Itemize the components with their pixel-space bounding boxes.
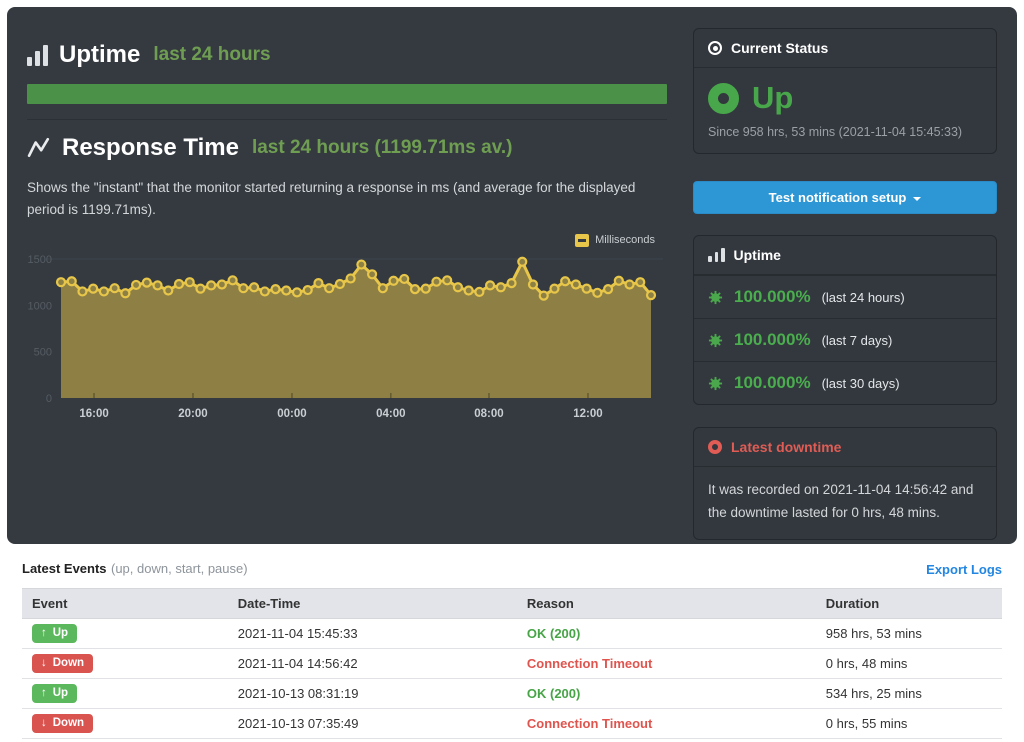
svg-text:1500: 1500	[28, 254, 52, 266]
up-arrow-icon: ↑	[41, 687, 47, 699]
current-status-panel: Current Status Up Since 958 hrs, 53 mins…	[693, 28, 997, 154]
uptime-7d-label: (last 7 days)	[822, 333, 893, 348]
status-badge: ↓ Down	[32, 654, 93, 673]
event-reason: Connection Timeout	[527, 716, 652, 731]
status-badge: ↑ Up	[32, 624, 77, 643]
status-sidebar: Current Status Up Since 958 hrs, 53 mins…	[693, 27, 997, 524]
burst-icon	[708, 376, 723, 391]
svg-text:1000: 1000	[28, 300, 52, 312]
svg-text:04:00: 04:00	[376, 408, 405, 420]
table-row: ↑ Up 2021-11-04 15:45:33 OK (200) 958 hrs…	[22, 619, 1002, 649]
svg-text:00:00: 00:00	[277, 408, 306, 420]
badge-label: Up	[53, 687, 68, 699]
uptime-progress-bar	[27, 84, 667, 104]
svg-text:12:00: 12:00	[573, 408, 602, 420]
event-datetime: 2021-10-13 07:35:49	[228, 709, 517, 739]
current-status-header: Current Status	[694, 29, 996, 68]
current-status-body: Up Since 958 hrs, 53 mins (2021-11-04 15…	[694, 68, 996, 153]
up-arrow-icon: ↑	[41, 627, 47, 639]
status-up-donut-icon	[708, 83, 739, 114]
status-up-text: Up	[752, 80, 793, 116]
column-header-duration[interactable]: Duration	[816, 589, 1002, 619]
column-header-event[interactable]: Event	[22, 589, 228, 619]
down-arrow-icon: ↓	[41, 717, 47, 729]
latest-downtime-panel: Latest downtime It was recorded on 2021-…	[693, 427, 997, 540]
line-chart-icon	[27, 137, 51, 159]
latest-events-section: Latest Events (up, down, start, pause) E…	[0, 544, 1024, 739]
column-header-reason[interactable]: Reason	[517, 589, 816, 619]
event-reason: OK (200)	[527, 686, 580, 701]
latest-downtime-header-label: Latest downtime	[731, 439, 841, 455]
uptime-stats-header: Uptime	[694, 236, 996, 275]
events-table: Event Date-Time Reason Duration ↑ Up 2021…	[22, 588, 1002, 739]
svg-text:20:00: 20:00	[178, 408, 207, 420]
uptime-24h-value: 100.000%	[734, 287, 811, 307]
event-datetime: 2021-11-04 14:56:42	[228, 649, 517, 679]
latest-downtime-text: It was recorded on 2021-11-04 14:56:42 a…	[694, 467, 996, 539]
response-section-title: Response Time last 24 hours (1199.71ms a…	[27, 134, 667, 162]
response-time-description: Shows the "instant" that the monitor sta…	[27, 177, 667, 222]
uptime-stat-row-7d: 100.000% (last 7 days)	[694, 318, 996, 361]
monitor-left-column: Uptime last 24 hours Response Time last …	[27, 27, 667, 524]
latest-events-title: Latest Events	[22, 561, 107, 576]
badge-label: Down	[53, 657, 84, 669]
event-duration: 0 hrs, 55 mins	[816, 709, 1002, 739]
event-duration: 534 hrs, 25 mins	[816, 679, 1002, 709]
svg-text:16:00: 16:00	[79, 408, 108, 420]
event-duration: 958 hrs, 53 mins	[816, 619, 1002, 649]
test-notification-setup-button[interactable]: Test notification setup	[693, 181, 997, 214]
event-datetime: 2021-10-13 08:31:19	[228, 679, 517, 709]
column-header-datetime[interactable]: Date-Time	[228, 589, 517, 619]
uptime-7d-value: 100.000%	[734, 330, 811, 350]
table-row: ↓ Down 2021-10-13 07:35:49 Connection Tim…	[22, 709, 1002, 739]
table-row: ↑ Up 2021-10-13 08:31:19 OK (200) 534 hrs…	[22, 679, 1002, 709]
legend-swatch-icon	[575, 234, 589, 247]
export-logs-link[interactable]: Export Logs	[926, 562, 1002, 577]
table-row: ↓ Down 2021-11-04 14:56:42 Connection Tim…	[22, 649, 1002, 679]
chart-legend[interactable]: Milliseconds	[575, 234, 655, 247]
badge-label: Up	[53, 627, 68, 639]
uptime-section-title: Uptime last 24 hours	[27, 41, 667, 69]
uptime-24h-label: (last 24 hours)	[822, 290, 905, 305]
legend-label: Milliseconds	[595, 234, 655, 246]
events-table-header-row: Event Date-Time Reason Duration	[22, 589, 1002, 619]
response-time-chart: 0 500 1000 1500 16:00 20:00 00:00 04:00 08:00 12:…	[27, 232, 664, 430]
uptime-subtitle: last 24 hours	[153, 44, 270, 66]
uptime-stats-header-label: Uptime	[734, 247, 781, 263]
current-status-header-label: Current Status	[731, 40, 828, 56]
bar-chart-icon	[708, 248, 725, 262]
monitor-dashboard-hero: Uptime last 24 hours Response Time last …	[7, 7, 1017, 544]
section-divider	[27, 119, 667, 120]
status-badge: ↑ Up	[32, 684, 77, 703]
svg-text:500: 500	[34, 346, 52, 358]
status-badge: ↓ Down	[32, 714, 93, 733]
uptime-stat-row-30d: 100.000% (last 30 days)	[694, 361, 996, 404]
latest-downtime-header: Latest downtime	[694, 428, 996, 467]
event-datetime: 2021-11-04 15:45:33	[228, 619, 517, 649]
event-reason: Connection Timeout	[527, 656, 652, 671]
status-since-text: Since 958 hrs, 53 mins (2021-11-04 15:45…	[708, 125, 982, 139]
uptime-title: Uptime	[59, 41, 140, 69]
event-reason: OK (200)	[527, 626, 580, 641]
bar-chart-icon	[27, 45, 48, 66]
svg-text:08:00: 08:00	[474, 408, 503, 420]
caret-down-icon	[913, 197, 921, 201]
uptime-stat-row-24h: 100.000% (last 24 hours)	[694, 275, 996, 318]
uptime-stats-panel: Uptime 100.000% (last 24 hours) 100.000%…	[693, 235, 997, 405]
badge-label: Down	[53, 717, 84, 729]
uptime-30d-value: 100.000%	[734, 373, 811, 393]
test-notification-label: Test notification setup	[769, 190, 907, 205]
response-time-chart-area: 0 500 1000 1500 16:00 20:00 00:00 04:00 08:00 12:…	[27, 232, 667, 430]
svg-text:0: 0	[46, 393, 52, 405]
burst-icon	[708, 290, 723, 305]
latest-events-subtitle: (up, down, start, pause)	[111, 561, 248, 576]
response-time-subtitle: last 24 hours (1199.71ms av.)	[252, 137, 513, 159]
dot-circle-icon	[708, 41, 722, 55]
uptime-30d-label: (last 30 days)	[822, 376, 900, 391]
event-duration: 0 hrs, 48 mins	[816, 649, 1002, 679]
down-arrow-icon: ↓	[41, 657, 47, 669]
response-time-title: Response Time	[62, 134, 239, 162]
burst-icon	[708, 333, 723, 348]
downtime-donut-icon	[708, 440, 722, 454]
